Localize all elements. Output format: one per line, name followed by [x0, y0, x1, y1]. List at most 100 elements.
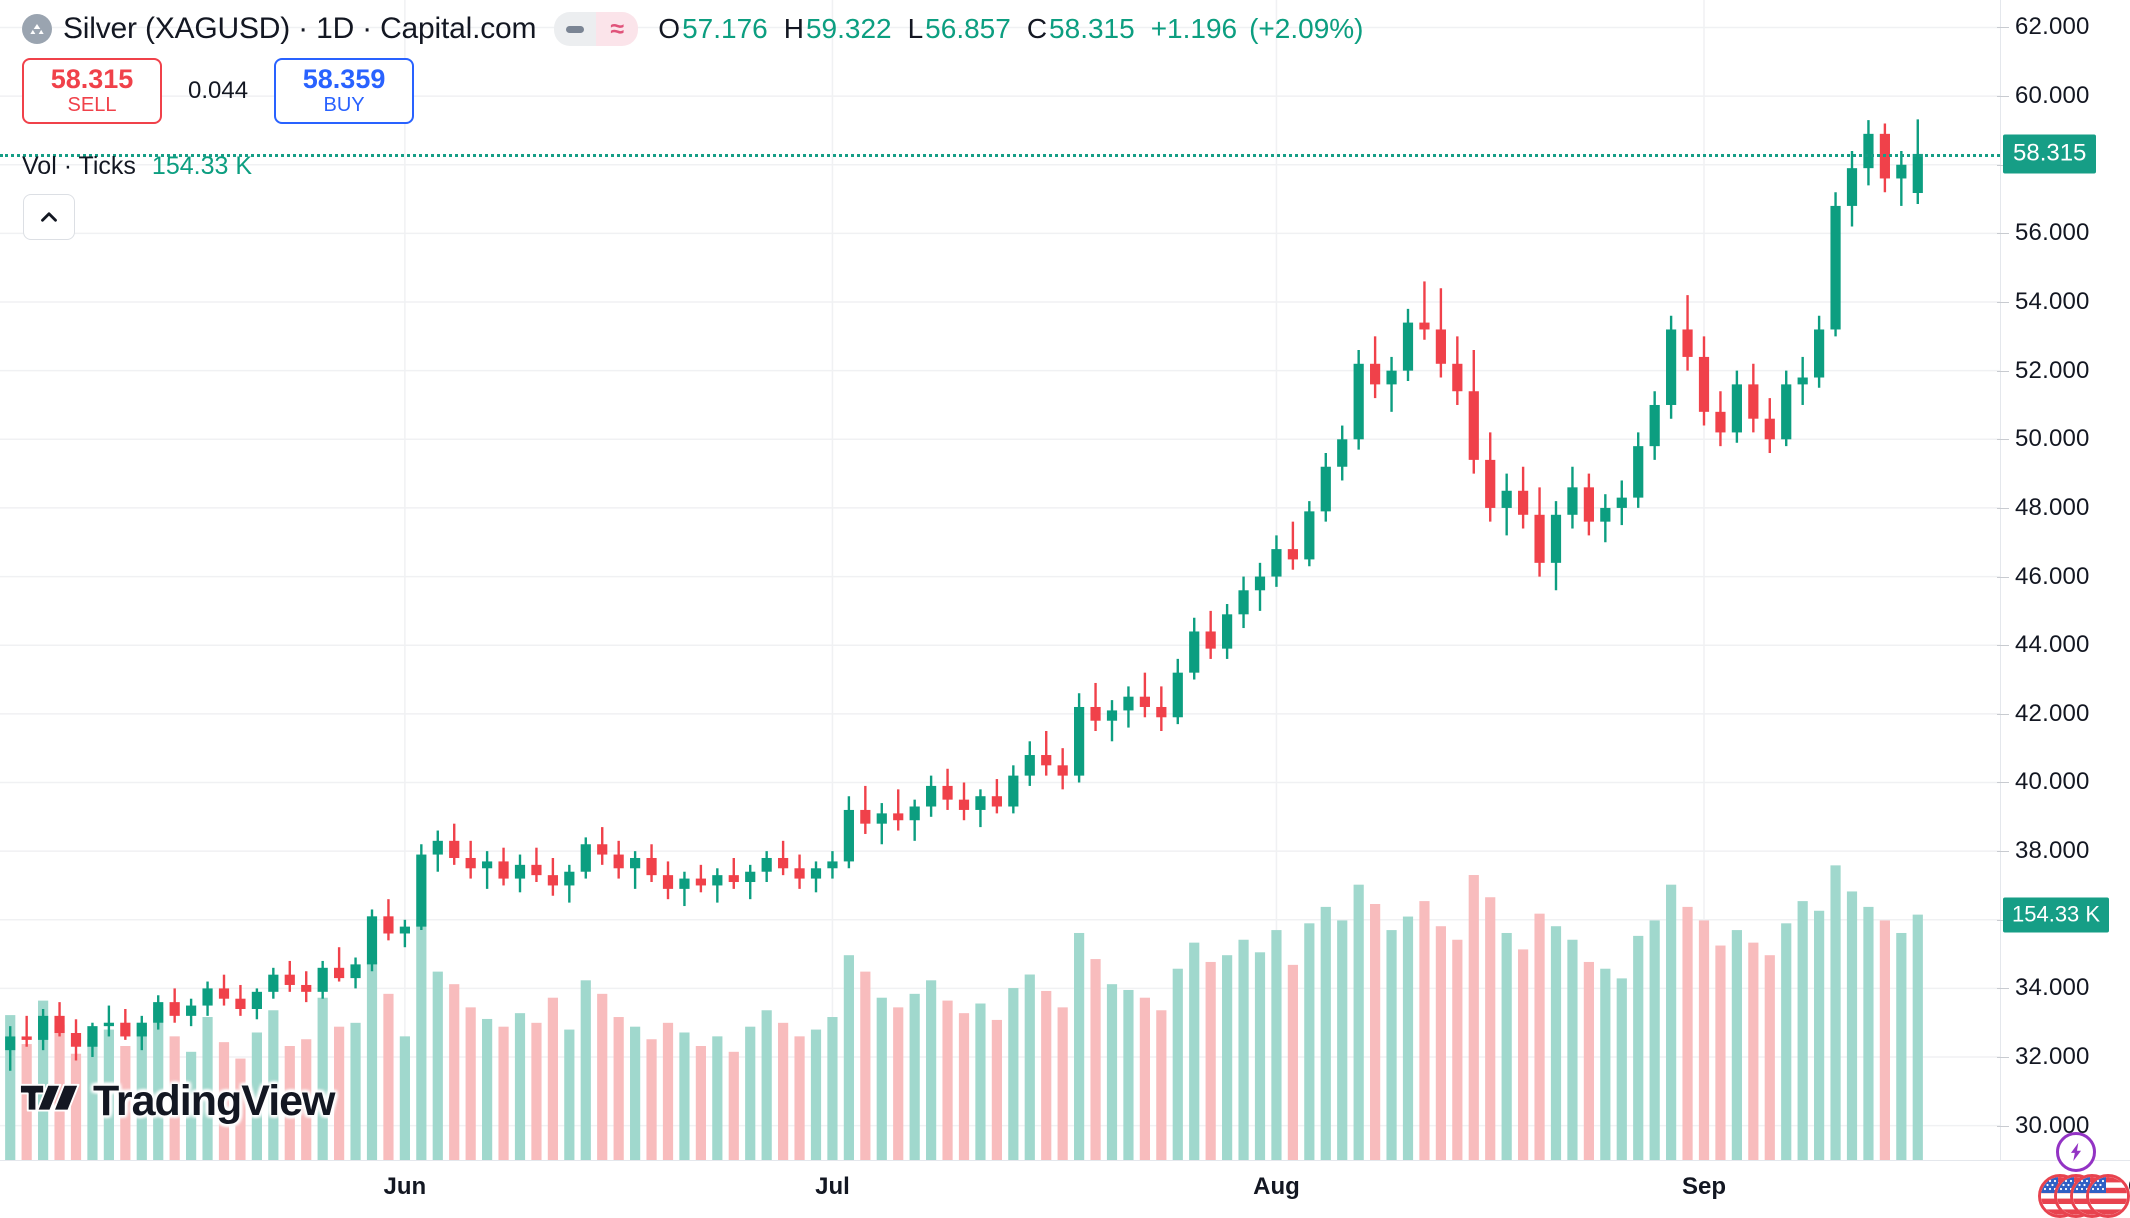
us-flag-coin-icon[interactable] — [2086, 1174, 2130, 1218]
candle-body — [926, 785, 937, 807]
volume-indicator-legend[interactable]: Vol · Ticks 154.33 K — [22, 152, 252, 181]
volume-bar — [646, 1039, 657, 1160]
price-tick: 52.000 — [1997, 357, 2090, 385]
buy-price: 58.359 — [302, 63, 386, 94]
volume-bar — [301, 1039, 312, 1160]
chart-plot-area[interactable] — [0, 0, 2000, 1160]
us-flag-coin-stack[interactable] — [2030, 1174, 2130, 1218]
candle-body — [399, 926, 410, 934]
volume-bar — [1830, 865, 1841, 1160]
price-scale[interactable]: 62.00060.00058.00056.00054.00052.00050.0… — [1997, 0, 2130, 1160]
candle-body — [482, 861, 493, 869]
ohlc-o-label: O — [658, 13, 681, 44]
volume-bar — [778, 1022, 789, 1160]
chart-style-chips[interactable]: ≈ — [554, 12, 639, 46]
sell-price: 58.315 — [50, 63, 134, 94]
price-tick: 38.000 — [1997, 837, 2090, 865]
candle-body — [1550, 514, 1562, 563]
candle-body — [860, 809, 871, 824]
price-tick-dash — [1997, 645, 2009, 647]
candle-body — [1205, 631, 1216, 649]
candle-body — [761, 857, 772, 872]
candle-body — [1452, 363, 1463, 392]
volume-bar — [893, 1007, 904, 1160]
candle-body — [1024, 755, 1035, 776]
time-scale[interactable]: JunJulAugSepOctNovDec — [0, 1160, 2130, 1218]
candle-body — [1600, 507, 1611, 522]
volume-bar — [383, 993, 394, 1160]
buy-label: BUY — [323, 94, 365, 117]
candle-body — [1041, 755, 1052, 766]
candle-body — [662, 875, 674, 889]
candle-body — [679, 878, 690, 889]
chart-legend: Silver (XAGUSD) · 1D · Capital.com ≈ O 5… — [22, 8, 1364, 124]
volume-bar — [1534, 913, 1545, 1160]
volume-bar — [926, 980, 937, 1160]
candle-body — [712, 875, 723, 886]
ohlc-l-value: 56.857 — [925, 13, 1011, 44]
candle-body — [465, 857, 476, 869]
approx-wave-icon[interactable]: ≈ — [596, 12, 639, 46]
page-title: Silver (XAGUSD) · 1D · Capital.com — [63, 12, 537, 45]
volume-bar — [350, 1022, 361, 1160]
volume-bar — [136, 1022, 147, 1160]
candle-body — [498, 861, 509, 879]
volume-bar — [728, 1051, 739, 1160]
candle-body — [202, 988, 213, 1006]
volume-bar — [235, 1058, 246, 1160]
candle-body — [1090, 706, 1101, 721]
sell-button[interactable]: 58.315 SELL — [22, 58, 162, 124]
price-tick: 32.000 — [1997, 1043, 2090, 1071]
collapse-pane-button[interactable] — [23, 194, 75, 240]
volume-bar — [613, 1017, 624, 1160]
candle-body — [1501, 490, 1512, 508]
volume-bar — [202, 1017, 213, 1160]
candle-body — [87, 1026, 98, 1047]
time-tick: Sep — [1681, 1173, 1727, 1200]
candle-body — [383, 916, 394, 934]
candle-body — [1616, 497, 1627, 508]
volume-bar — [1254, 952, 1266, 1160]
volume-bar — [70, 1053, 82, 1160]
time-tick: Oct — [2128, 1173, 2130, 1201]
candle-body — [1304, 511, 1315, 560]
candle-body — [991, 796, 1002, 807]
volume-bar — [761, 1010, 772, 1160]
candle-body — [1715, 411, 1726, 433]
candle-body — [975, 796, 986, 810]
candle-body — [958, 799, 970, 810]
volume-bar — [843, 955, 854, 1160]
volume-bar — [712, 1036, 723, 1160]
volume-bar — [564, 1029, 575, 1160]
candle-body — [317, 967, 328, 992]
price-tick: 44.000 — [1997, 631, 2090, 659]
volume-bar — [1485, 897, 1496, 1160]
buy-button[interactable]: 58.359 BUY — [274, 58, 415, 124]
candle-body — [564, 871, 575, 886]
us-flag-glyph — [2089, 1177, 2127, 1215]
candle-body — [1912, 153, 1923, 194]
candle-body — [745, 871, 756, 883]
bid-ask-widget[interactable]: 58.315 SELL 0.044 58.359 BUY — [22, 58, 1364, 124]
candle-body — [630, 857, 641, 869]
lightning-bolt-icon[interactable] — [2056, 1132, 2096, 1172]
volume-bar — [482, 1018, 493, 1160]
chart-canvas[interactable] — [0, 0, 2000, 1160]
volume-bar — [547, 997, 558, 1160]
volume-bar — [1057, 1007, 1068, 1160]
symbol-title-row[interactable]: Silver (XAGUSD) · 1D · Capital.com ≈ O 5… — [22, 8, 1364, 50]
price-tick-dash — [1997, 1125, 2009, 1127]
volume-bar — [1189, 942, 1200, 1160]
volume-bar — [958, 1013, 970, 1160]
candle-body — [1863, 133, 1874, 169]
candle-body — [728, 875, 739, 883]
candle-body — [136, 1022, 147, 1037]
candle-body — [153, 1002, 164, 1023]
volume-bar — [21, 1044, 32, 1160]
candle-body — [1534, 514, 1545, 563]
volume-bar — [1797, 901, 1808, 1160]
volume-bar — [1172, 968, 1183, 1160]
candle-style-icon[interactable] — [554, 12, 597, 46]
volume-bar — [317, 997, 328, 1160]
volume-bar — [1435, 926, 1446, 1160]
